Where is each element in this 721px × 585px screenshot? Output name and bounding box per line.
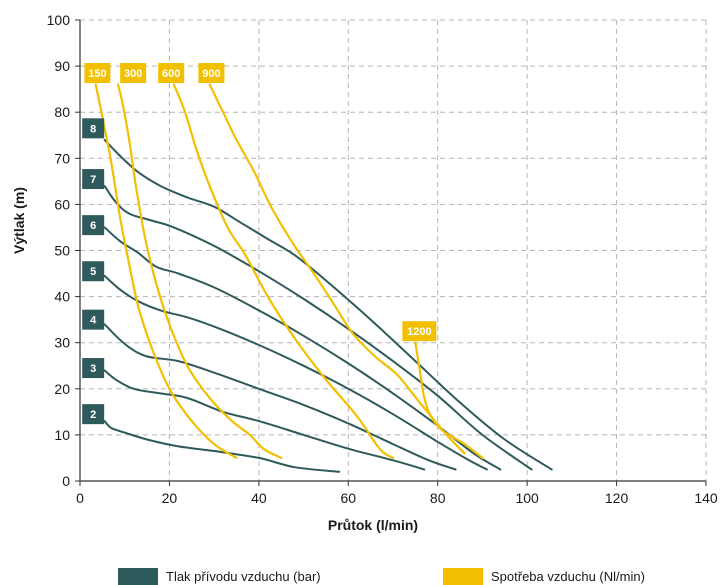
consumption-line-150 bbox=[94, 83, 238, 459]
pressure-badge-6 bbox=[82, 215, 105, 236]
consumption-badge-label-1200: 1200 bbox=[407, 326, 431, 338]
y-axis-label: Výtlak (m) bbox=[11, 187, 27, 254]
y-tick-label-50: 50 bbox=[54, 243, 70, 259]
consumption-line-1200 bbox=[414, 341, 484, 459]
consumption-badge-150 bbox=[84, 63, 111, 84]
pressure-badge-4 bbox=[82, 309, 105, 330]
consumption-badge-label-900: 900 bbox=[202, 68, 220, 80]
x-tick-label-80: 80 bbox=[430, 490, 446, 506]
series-labels: 2 3 4 5 6 7 8 150 300 600 900 1200 bbox=[82, 63, 437, 425]
consumption-badge-label-600: 600 bbox=[162, 68, 180, 80]
consumption-series-group bbox=[94, 83, 484, 459]
x-tick-label-60: 60 bbox=[340, 490, 356, 506]
y-tick-label-10: 10 bbox=[54, 427, 70, 443]
y-tick-label-70: 70 bbox=[54, 150, 70, 166]
x-tick-label-20: 20 bbox=[162, 490, 178, 506]
y-tick-label-100: 100 bbox=[47, 12, 71, 28]
legend-swatch-pressure bbox=[118, 568, 158, 585]
x-tick-label-100: 100 bbox=[515, 490, 539, 506]
consumption-badge-label-300: 300 bbox=[124, 68, 142, 80]
pressure-badge-8 bbox=[82, 118, 105, 139]
x-tick-label-120: 120 bbox=[605, 490, 629, 506]
consumption-badge-300 bbox=[120, 63, 147, 84]
pressure-badge-label-2: 2 bbox=[90, 409, 96, 421]
consumption-line-300 bbox=[116, 83, 283, 459]
pressure-line-5 bbox=[103, 274, 488, 471]
x-tick-label-0: 0 bbox=[76, 490, 84, 506]
y-tick-label-0: 0 bbox=[62, 473, 70, 489]
y-tick-label-60: 60 bbox=[54, 196, 70, 212]
x-axis-label: Průtok (l/min) bbox=[328, 517, 418, 533]
tick-labels: 0 20 40 60 80 100 120 140 0 10 20 30 40 50 60 70 80 90 100 bbox=[47, 12, 718, 506]
pressure-line-8 bbox=[103, 138, 553, 471]
y-tick-label-80: 80 bbox=[54, 104, 70, 120]
y-tick-label-40: 40 bbox=[54, 289, 70, 305]
pressure-badge-label-4: 4 bbox=[90, 315, 97, 327]
consumption-badge-label-150: 150 bbox=[88, 68, 106, 80]
x-tick-label-40: 40 bbox=[251, 490, 267, 506]
pressure-badge-label-6: 6 bbox=[90, 220, 96, 232]
pressure-line-3 bbox=[103, 369, 426, 471]
legend-label-consumption: Spotřeba vzduchu (Nl/min) bbox=[491, 569, 645, 584]
consumption-line-600 bbox=[172, 83, 395, 459]
pressure-badge-7 bbox=[82, 169, 105, 190]
consumption-line-900 bbox=[208, 83, 466, 455]
legend: Tlak přívodu vzduchu (bar) Spotřeba vzdu… bbox=[118, 568, 645, 585]
pressure-line-7 bbox=[103, 185, 533, 471]
y-tick-label-20: 20 bbox=[54, 381, 70, 397]
pressure-badge-3 bbox=[82, 358, 105, 379]
pressure-line-2 bbox=[103, 420, 341, 473]
pressure-series-group bbox=[103, 138, 553, 473]
pressure-line-4 bbox=[103, 323, 457, 471]
grid bbox=[80, 19, 707, 481]
pressure-badge-5 bbox=[82, 261, 105, 282]
legend-label-pressure: Tlak přívodu vzduchu (bar) bbox=[166, 569, 321, 584]
pressure-badge-label-7: 7 bbox=[90, 174, 96, 186]
y-tick-label-30: 30 bbox=[54, 335, 70, 351]
pressure-badge-label-8: 8 bbox=[90, 123, 96, 135]
y-tick-label-90: 90 bbox=[54, 58, 70, 74]
consumption-badge-900 bbox=[198, 63, 225, 84]
x-tick-label-140: 140 bbox=[694, 490, 718, 506]
pressure-badge-2 bbox=[82, 404, 105, 425]
pressure-badge-label-5: 5 bbox=[90, 266, 96, 278]
axes bbox=[75, 19, 707, 486]
consumption-badge-600 bbox=[158, 63, 185, 84]
consumption-badge-1200 bbox=[402, 321, 437, 342]
legend-swatch-consumption bbox=[443, 568, 483, 585]
pressure-badge-label-3: 3 bbox=[90, 363, 96, 375]
